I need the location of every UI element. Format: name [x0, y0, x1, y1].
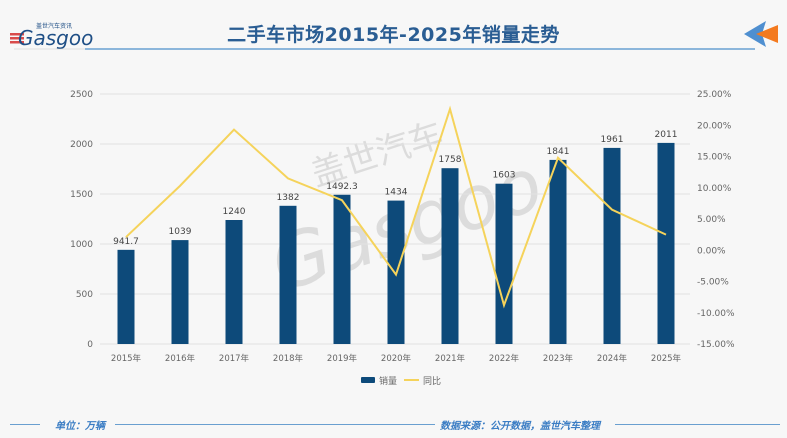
unit-label: 单位：万辆 — [55, 421, 105, 432]
footer-divider — [400, 424, 432, 425]
bar-series-sales: 941.7 1039 1240 1382 1492.3 1434 1758 1603 1841 1… — [113, 130, 677, 344]
footer-divider — [115, 424, 435, 425]
right-tick-label: 25.00% — [697, 90, 732, 100]
bar-value-label: 1841 — [547, 147, 570, 157]
title-underline — [85, 48, 755, 50]
bar-2016年 — [171, 240, 189, 344]
x-tick-label: 2015年 — [111, 353, 142, 364]
bar-2019年 — [333, 194, 351, 344]
bar-value-label: 941.7 — [113, 237, 139, 247]
footer-divider — [615, 424, 780, 425]
left-tick-label: 0 — [87, 340, 93, 350]
x-tick-label: 2017年 — [219, 353, 250, 364]
gasgoo-logo: Gasgoo 盖世汽车资讯 — [8, 18, 98, 52]
left-axis: 0 500 1000 1500 2000 2500 — [70, 90, 93, 350]
right-axis: -15.00% -10.00% -5.00% 0.00% 5.00% 10.00% 15.0… — [697, 90, 735, 350]
bar-2015年 — [117, 249, 135, 344]
left-tick-label: 1000 — [70, 240, 93, 250]
bar-2024年 — [603, 147, 621, 344]
left-tick-label: 2000 — [70, 140, 93, 150]
legend-swatch-sales — [361, 377, 375, 383]
bar-2021年 — [441, 168, 459, 344]
bar-value-label: 1434 — [385, 188, 408, 198]
right-tick-label: -10.00% — [697, 309, 735, 319]
x-tick-label: 2021年 — [435, 353, 466, 364]
right-tick-label: 15.00% — [697, 153, 732, 163]
page-title: 二手车市场2015年-2025年销量走势 — [227, 24, 560, 46]
x-tick-label: 2020年 — [381, 353, 412, 364]
x-tick-label: 2024年 — [597, 353, 628, 364]
left-tick-label: 1500 — [70, 190, 93, 200]
legend-label-yoy: 同比 — [423, 375, 441, 387]
x-tick-label: 2018年 — [273, 353, 304, 364]
x-tick-label: 2019年 — [327, 353, 358, 364]
legend: 销量 同比 — [361, 375, 441, 387]
legend-label-sales: 销量 — [379, 375, 397, 387]
x-tick-label: 2022年 — [489, 353, 520, 364]
source-label: 数据来源：公开数据，盖世汽车整理 — [440, 421, 600, 432]
right-tick-label: -5.00% — [697, 278, 729, 288]
gridlines — [100, 93, 690, 345]
bar-value-label: 1961 — [601, 135, 624, 145]
bar-value-label: 1382 — [277, 193, 300, 203]
right-tick-label: 10.00% — [697, 184, 732, 194]
bar-value-label: 2011 — [655, 130, 678, 140]
left-tick-label: 2500 — [70, 90, 93, 100]
logo-text: Gasgoo — [18, 26, 93, 50]
line-series-yoy — [125, 105, 667, 309]
x-tick-label: 2016年 — [165, 353, 196, 364]
bar-2022年 — [495, 183, 513, 344]
right-tick-label: 0.00% — [697, 246, 726, 256]
x-tick-label: 2025年 — [651, 353, 682, 364]
bar-2025年 — [657, 142, 675, 344]
bar-2023年 — [549, 159, 567, 344]
x-axis-labels: 2015年 2016年 2017年 2018年 2019年 2020年 2021年 2022年… — [111, 353, 682, 364]
bar-value-label: 1758 — [439, 155, 462, 165]
bar-2018年 — [279, 205, 297, 344]
logo-subtext: 盖世汽车资讯 — [36, 22, 72, 30]
left-tick-label: 500 — [76, 290, 93, 300]
logo-stripes-icon — [10, 33, 24, 44]
double-arrow-icon — [740, 18, 780, 50]
right-tick-label: 20.00% — [697, 121, 732, 131]
yoy-line — [125, 105, 667, 309]
bar-value-label: 1603 — [493, 171, 516, 181]
right-tick-label: 5.00% — [697, 215, 726, 225]
right-tick-label: -15.00% — [697, 340, 735, 350]
bar-value-label: 1492.3 — [326, 182, 358, 192]
bar-value-label: 1240 — [223, 207, 246, 217]
bar-value-label: 1039 — [169, 227, 192, 237]
x-tick-label: 2023年 — [543, 353, 574, 364]
footer-divider — [10, 424, 40, 425]
bar-2017年 — [225, 220, 243, 344]
